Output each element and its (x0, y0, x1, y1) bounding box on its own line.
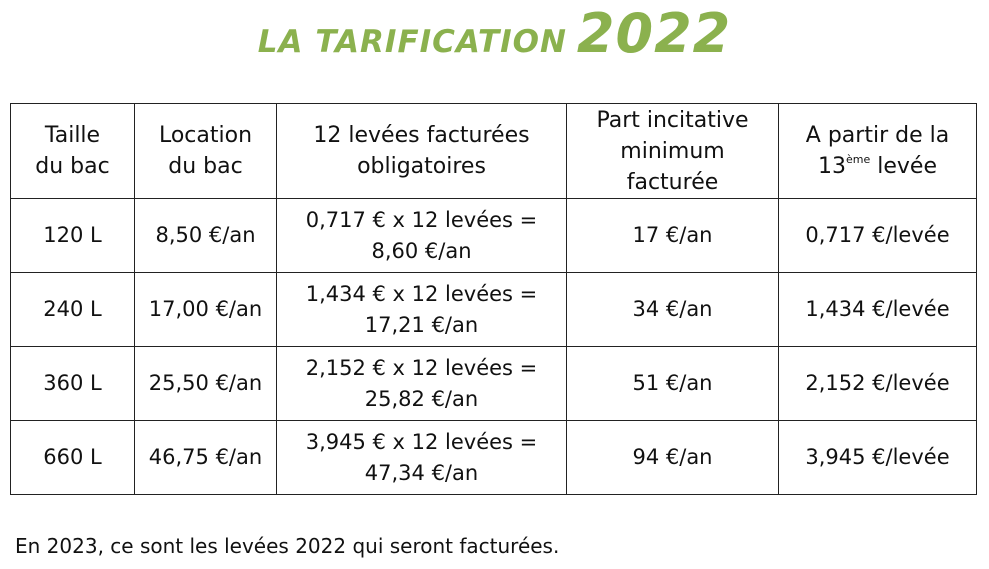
header-twelve-pickups-line2: obligatoires (357, 154, 486, 179)
cell-bin-size: 120 L (10, 198, 135, 273)
cell-bin-rental: 46,75 €/an (134, 420, 277, 495)
header-bin-rental-line2: du bac (168, 154, 243, 179)
header-from-13th-pickup: A partir de la 13ème levée (778, 103, 977, 199)
table-row: 240 L 17,00 €/an 1,434 € x 12 levées = 1… (10, 272, 977, 347)
cell-from-13th: 0,717 €/levée (778, 198, 977, 273)
header-bin-size-line1: Taille (44, 123, 101, 148)
cell-twelve-pickups: 3,945 € x 12 levées = 47,34 €/an (276, 420, 567, 495)
cell-twelve-pickups-line2: 47,34 €/an (364, 460, 479, 485)
cell-twelve-pickups-line2: 8,60 €/an (371, 238, 472, 263)
header-incentive-line2: minimum (620, 138, 725, 164)
header-bin-size: Taille du bac (10, 103, 135, 199)
table-row: 120 L 8,50 €/an 0,717 € x 12 levées = 8,… (10, 198, 977, 273)
header-from13-number: 13 (817, 154, 846, 179)
cell-twelve-pickups-line1: 1,434 € x 12 levées = (305, 281, 538, 306)
header-incentive-line1: Part incitative (596, 107, 749, 133)
title-year: 2022 (576, 2, 732, 65)
cell-twelve-pickups-line2: 25,82 €/an (364, 386, 479, 411)
cell-from-13th: 1,434 €/levée (778, 272, 977, 347)
cell-bin-size: 660 L (10, 420, 135, 495)
table-row: 660 L 46,75 €/an 3,945 € x 12 levées = 4… (10, 420, 977, 495)
header-twelve-pickups: 12 levées facturées obligatoires (276, 103, 567, 199)
cell-bin-size: 360 L (10, 346, 135, 421)
cell-twelve-pickups-line1: 3,945 € x 12 levées = (305, 429, 538, 454)
cell-twelve-pickups: 2,152 € x 12 levées = 25,82 €/an (276, 346, 567, 421)
header-twelve-pickups-line1: 12 levées facturées (313, 123, 530, 148)
cell-bin-rental: 25,50 €/an (134, 346, 277, 421)
header-from13-line1: A partir de la (805, 123, 950, 148)
cell-bin-size: 240 L (10, 272, 135, 347)
cell-twelve-pickups: 0,717 € x 12 levées = 8,60 €/an (276, 198, 567, 273)
footer-note: En 2023, ce sont les levées 2022 qui ser… (15, 534, 560, 558)
table-header-row: Taille du bac Location du bac 12 levées … (10, 103, 977, 199)
cell-bin-rental: 17,00 €/an (134, 272, 277, 347)
cell-incentive: 51 €/an (566, 346, 779, 421)
header-from13-word: levée (877, 154, 937, 179)
cell-bin-rental: 8,50 €/an (134, 198, 277, 273)
cell-incentive: 34 €/an (566, 272, 779, 347)
cell-from-13th: 3,945 €/levée (778, 420, 977, 495)
cell-twelve-pickups-line1: 0,717 € x 12 levées = (305, 207, 538, 232)
header-from13-superscript: ème (845, 152, 871, 166)
header-bin-size-line2: du bac (35, 154, 110, 179)
title-text: LA TARIFICATION (257, 24, 567, 60)
header-bin-rental-line1: Location (158, 123, 253, 148)
cell-twelve-pickups: 1,434 € x 12 levées = 17,21 €/an (276, 272, 567, 347)
pricing-table: Taille du bac Location du bac 12 levées … (10, 103, 977, 495)
cell-incentive: 94 €/an (566, 420, 779, 495)
header-incentive-line3: facturée (626, 169, 719, 195)
cell-twelve-pickups-line2: 17,21 €/an (364, 312, 479, 337)
table-row: 360 L 25,50 €/an 2,152 € x 12 levées = 2… (10, 346, 977, 421)
cell-incentive: 17 €/an (566, 198, 779, 273)
header-bin-rental: Location du bac (134, 103, 277, 199)
page-title: LA TARIFICATION 2022 (0, 2, 989, 72)
cell-twelve-pickups-line1: 2,152 € x 12 levées = (305, 355, 538, 380)
header-incentive-minimum: Part incitative minimum facturée (566, 103, 779, 199)
cell-from-13th: 2,152 €/levée (778, 346, 977, 421)
